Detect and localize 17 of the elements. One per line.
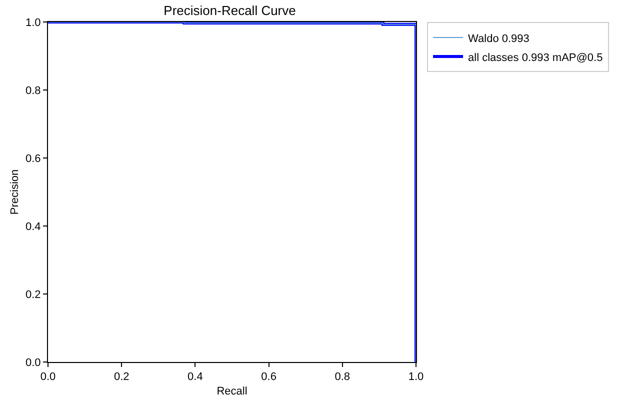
x-tick-label: 0.8 bbox=[334, 371, 350, 384]
chart-title: Precision-Recall Curve bbox=[164, 3, 296, 18]
legend-label: Waldo 0.993 bbox=[468, 32, 530, 45]
x-tick-label: 0.2 bbox=[114, 371, 130, 384]
y-tick-label: 0.8 bbox=[26, 84, 41, 97]
y-tick-label: 0.2 bbox=[26, 288, 41, 301]
y-axis-title: Precision bbox=[9, 169, 22, 215]
x-tick-label: 1.0 bbox=[408, 371, 424, 384]
x-tick-label: 0.4 bbox=[188, 371, 203, 384]
y-tick-label: 1.0 bbox=[26, 16, 41, 29]
x-tick-label: 0.6 bbox=[261, 371, 276, 384]
x-axis-title: Recall bbox=[216, 385, 248, 398]
y-tick-label: 0.6 bbox=[26, 152, 41, 165]
legend-label: all classes 0.993 mAP@0.5 bbox=[468, 52, 603, 64]
y-tick-label: 0.4 bbox=[26, 220, 41, 233]
x-tick-label: 0.0 bbox=[40, 371, 56, 384]
y-tick-label: 0.0 bbox=[26, 356, 41, 369]
